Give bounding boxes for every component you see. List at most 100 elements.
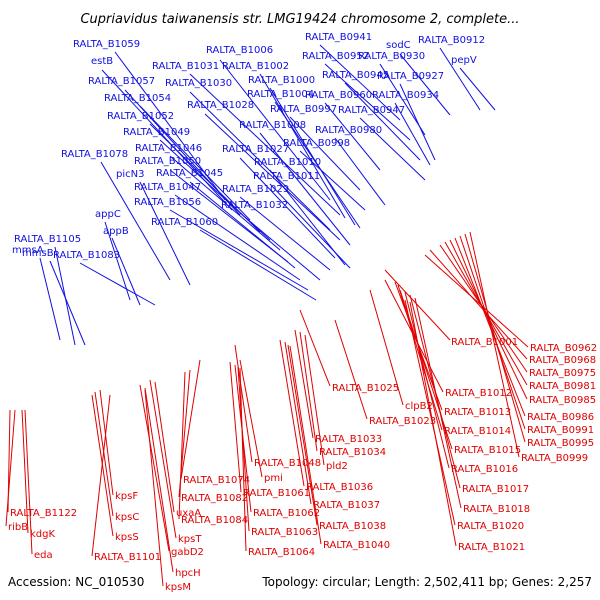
forward-gene-label-leader [189, 91, 331, 231]
forward-gene-label-leader [169, 209, 309, 291]
gene-labels: RALTA_B1059 estB RALTA_B1057 RALTA_B1054 RAL… [8, 32, 597, 593]
topology-text: Topology: circular; Length: 2,502,411 bp… [261, 575, 592, 589]
reverse-gene-label: RALTA_B1025 [332, 383, 399, 394]
reverse-gene-label-leader [21, 409, 29, 534]
forward-gene-label-leader [189, 73, 341, 216]
reverse-gene-label-leader [229, 361, 242, 493]
reverse-gene-label: RALTA_B1020 [457, 521, 524, 532]
reverse-gene-label-leader [144, 389, 164, 587]
reverse-gene-label: hpcH [175, 568, 201, 579]
reverse-gene-label-leader [239, 359, 263, 478]
reverse-gene-label-leader [299, 331, 318, 452]
forward-gene-label-leader [324, 63, 411, 141]
reverse-gene-label: RALTA_B1040 [323, 540, 390, 551]
reverse-gene-label-leader [464, 233, 526, 443]
forward-gene-label-leader [394, 102, 431, 166]
accession-text: Accession: NC_010530 [8, 575, 144, 589]
reverse-gene-label-leader [149, 379, 177, 539]
forward-gene-label-leader [334, 137, 386, 206]
forward-gene-label-leader [289, 116, 361, 191]
reverse-gene-label-leader [279, 339, 305, 487]
forward-gene-label: RALTA_B1050 [134, 156, 201, 167]
forward-gene-label-leader [79, 262, 156, 306]
reverse-gene-label-leader [414, 297, 462, 509]
forward-gene-label-leader [139, 105, 251, 221]
forward-gene-label: mmsA [12, 245, 44, 256]
reverse-gene-label: RALTA_B0991 [527, 425, 594, 436]
forward-gene-label-leader [299, 150, 366, 211]
reverse-gene-label: clpB2 [405, 401, 433, 412]
reverse-gene-label-leader [369, 289, 404, 406]
forward-gene-label: RALTA_B0952 [302, 51, 369, 62]
reverse-gene-label: RALTA_B0968 [529, 355, 596, 366]
forward-gene-label-leader [111, 237, 141, 306]
forward-gene-label-leader [100, 161, 171, 281]
reverse-gene-label: kpsC [115, 512, 139, 523]
reverse-gene-label: RALTA_B0999 [521, 453, 588, 464]
reverse-gene-label-leader [24, 409, 33, 555]
forward-gene-label: RALTA_B1046 [135, 143, 202, 154]
forward-gene-label: RALTA_B1008 [239, 120, 306, 131]
reverse-gene-label: RALTA_B1074 [183, 475, 250, 486]
forward-gene-label: RALTA_B1002 [222, 61, 289, 72]
reverse-gene-label-leader [139, 384, 170, 552]
reverse-gene-label: RALTA_B1101 [94, 552, 161, 563]
reverse-gene-label-leader [334, 319, 368, 420]
forward-gene-label: appC [95, 209, 121, 220]
forward-gene-label: RALTA_B1078 [61, 149, 128, 160]
reverse-gene-label: RALTA_B1048 [254, 458, 321, 469]
forward-gene-label: RALTA_B1030 [165, 78, 232, 89]
reverse-gene-label: RALTA_B0986 [527, 412, 594, 423]
reverse-gene-label-leader [284, 341, 312, 505]
forward-gene-label: RALTA_B0998 [283, 138, 350, 149]
forward-gene-label-leader [169, 155, 281, 251]
forward-gene-label-leader [219, 59, 331, 201]
reverse-gene-label-leader [234, 344, 253, 463]
forward-gene-label: RALTA_B1010 [254, 157, 321, 168]
forward-gene-label-leader [324, 102, 381, 171]
reverse-gene-label: RALTA_B1122 [10, 508, 77, 519]
reverse-gene-label-leader [91, 394, 111, 557]
forward-gene-label: RALTA_B1045 [156, 168, 223, 179]
forward-gene-label: RALTA_B0927 [377, 71, 444, 82]
forward-gene-label: RALTA_B1031 [152, 61, 219, 72]
forward-gene-label: RALTA_B1052 [107, 111, 174, 122]
forward-gene-label: RALTA_B0947 [338, 105, 405, 116]
reverse-gene-label: RALTA_B1084 [181, 515, 248, 526]
forward-gene-label: RALTA_B1006 [206, 45, 273, 56]
forward-gene-label: RALTA_B1083 [53, 250, 120, 261]
forward-gene-label-leader [39, 257, 61, 341]
reverse-gene-label-leader [304, 334, 325, 466]
reverse-gene-label: RALTA_B1061 [243, 488, 310, 499]
forward-gene-label: RALTA_B1056 [134, 197, 201, 208]
reverse-gene-label-leader [384, 269, 451, 341]
forward-gene-label-leader [274, 101, 361, 229]
forward-gene-label-leader [239, 157, 336, 259]
reverse-gene-label-leader [5, 409, 16, 527]
forward-gene-label: RALTA_B0960 [305, 90, 372, 101]
reverse-gene-label: RALTA_B0995 [527, 438, 594, 449]
forward-gene-label: estB [91, 56, 113, 67]
forward-gene-label: RALTA_B1028 [187, 100, 254, 111]
reverse-gene-label-leader [178, 371, 186, 520]
reverse-gene-label: RALTA_B1023 [369, 416, 436, 427]
gene-leader-lines [5, 44, 529, 587]
reverse-gene-label-leader [299, 309, 331, 387]
forward-gene-label: mmsB [22, 248, 54, 259]
reverse-gene-label-leader [404, 299, 456, 526]
forward-gene-label-leader [359, 117, 426, 181]
forward-gene-label-leader [259, 73, 346, 219]
reverse-gene-label: RALTA_B1015 [454, 445, 521, 456]
reverse-gene-label: uxaA [176, 508, 201, 519]
forward-gene-label-leader [439, 47, 481, 111]
forward-gene-label: picN3 [116, 169, 144, 180]
reverse-gene-label: gabD2 [171, 547, 204, 558]
forward-gene-label: RALTA_B1054 [104, 93, 171, 104]
forward-gene-label: sodC [386, 40, 411, 51]
forward-gene-label: RALTA_B0912 [418, 35, 485, 46]
reverse-gene-label: RALTA_B1064 [248, 547, 315, 558]
reverse-gene-label-leader [99, 389, 114, 496]
reverse-gene-label-leader [154, 381, 175, 513]
forward-gene-label: RALTA_B1059 [73, 39, 140, 50]
